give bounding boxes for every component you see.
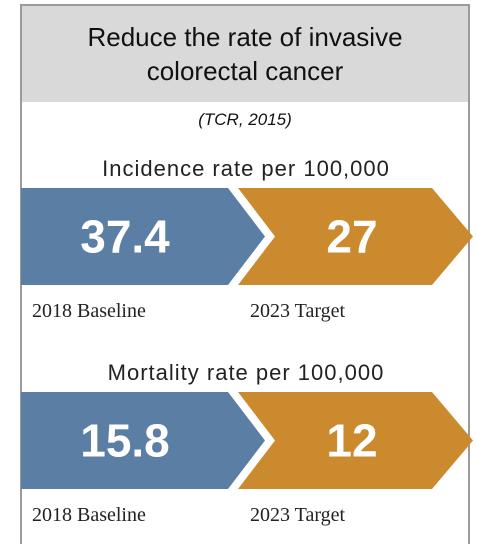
metric-label: Incidence rate per 100,000 <box>102 156 390 181</box>
metric-label: Mortality rate per 100,000 <box>108 360 385 385</box>
baseline-arrow <box>21 392 265 489</box>
target-caption: 2023 Target <box>250 300 346 322</box>
target-caption: 2023 Target <box>250 504 346 526</box>
target-value: 27 <box>326 211 377 263</box>
target-arrow <box>238 392 473 489</box>
header: Reduce the rate of invasive colorectal c… <box>22 6 468 102</box>
target-arrow <box>238 188 473 285</box>
baseline-value: 37.4 <box>80 211 170 263</box>
card: Reduce the rate of invasive colorectal c… <box>20 4 470 544</box>
baseline-caption: 2018 Baseline <box>32 300 146 322</box>
baseline-arrow <box>21 188 265 285</box>
baseline-caption: 2018 Baseline <box>32 504 146 526</box>
target-value: 12 <box>326 415 377 467</box>
title: Reduce the rate of invasive colorectal c… <box>87 22 403 86</box>
source: (TCR, 2015) <box>198 110 292 129</box>
baseline-value: 15.8 <box>80 415 170 467</box>
